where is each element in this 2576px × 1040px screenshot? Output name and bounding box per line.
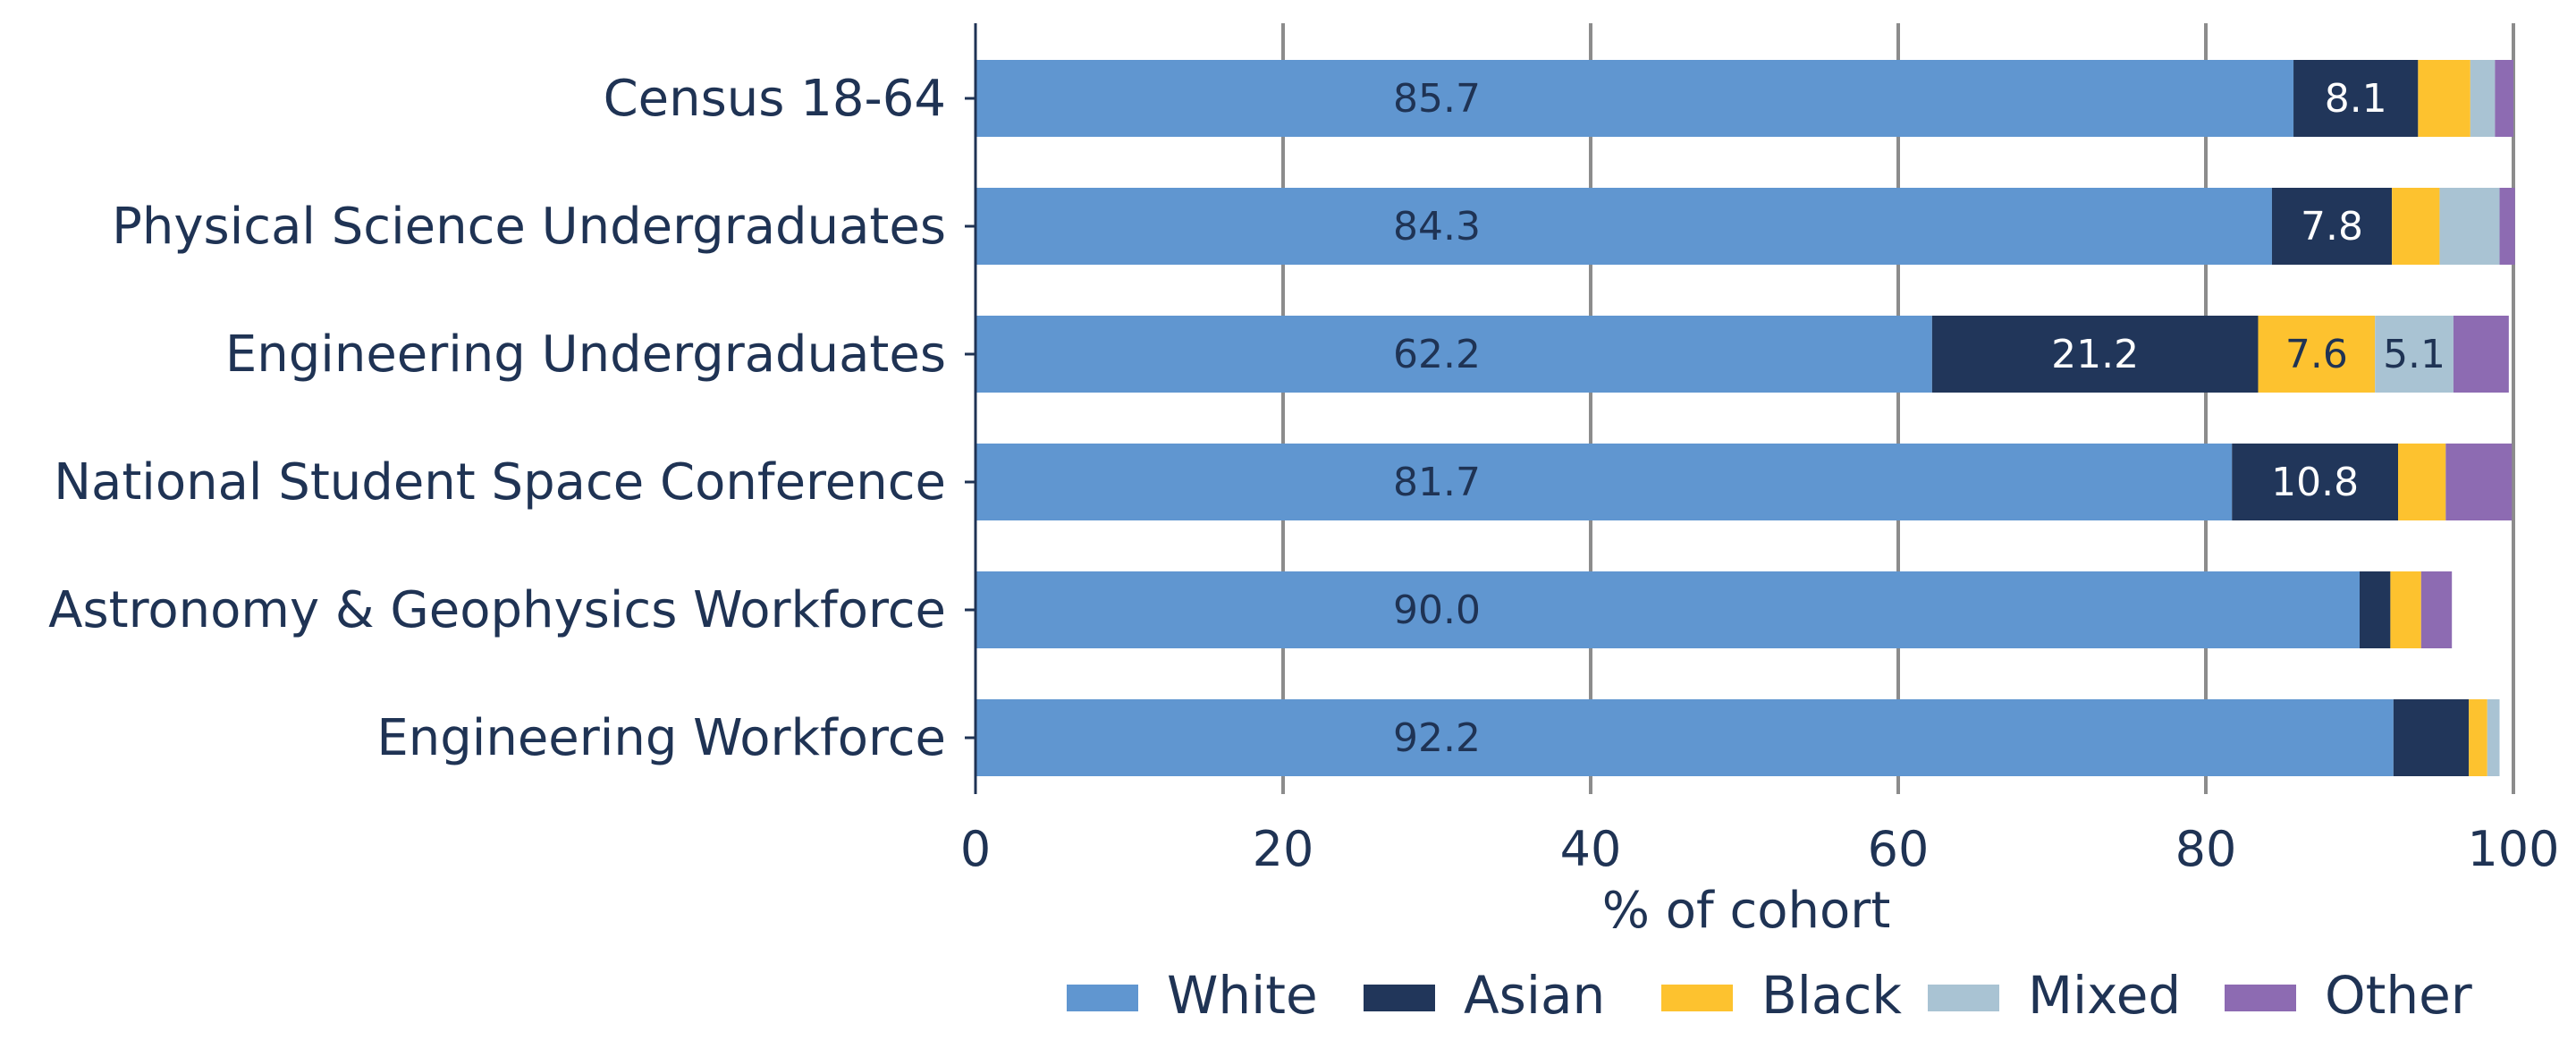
- category-label: Engineering Undergraduates: [225, 326, 946, 384]
- data-label: 90.0: [1393, 588, 1481, 633]
- category-label: Engineering Workforce: [376, 709, 946, 767]
- data-label: 8.1: [2325, 76, 2387, 122]
- bar-segment-other: [2453, 316, 2509, 393]
- bar-segment-black: [2392, 188, 2440, 265]
- bar-segment-other: [2495, 60, 2513, 137]
- legend-label: Black: [1761, 965, 1902, 1026]
- legend-swatch-black: [1661, 985, 1733, 1011]
- category-label: National Student Space Conference: [54, 453, 946, 512]
- x-tick-label: 60: [1868, 821, 1930, 877]
- bar-segment-black: [2258, 316, 2376, 393]
- bar-segment-other: [2499, 188, 2515, 265]
- legend-label: Asian: [1464, 965, 1605, 1026]
- bar-segment-other: [2445, 444, 2513, 520]
- legend-swatch-white: [1067, 985, 1138, 1011]
- category-label: Physical Science Undergraduates: [112, 198, 946, 256]
- data-label: 10.8: [2271, 460, 2359, 505]
- bar-segment-asian: [2393, 699, 2470, 776]
- category-label: Astronomy & Geophysics Workforce: [48, 581, 946, 639]
- bar-segment-mixed: [2487, 699, 2500, 776]
- legend: White Asian Black Mixed Other: [1067, 965, 2472, 1026]
- legend-swatch-asian: [1364, 985, 1435, 1011]
- bar-segment-black: [2469, 699, 2487, 776]
- x-tick-label: 0: [960, 821, 991, 877]
- data-label: 7.8: [2301, 204, 2363, 249]
- data-label: 84.3: [1393, 204, 1481, 249]
- x-tick-label: 100: [2467, 821, 2559, 877]
- x-axis-title: % of cohort: [1602, 882, 1891, 940]
- bar-segment-black: [2418, 60, 2470, 137]
- bar-segment-other: [2420, 571, 2453, 648]
- category-label: Census 18-64: [604, 70, 946, 128]
- grid-lines: [1281, 23, 2515, 794]
- category-labels: Census 18-64 Physical Science Undergradua…: [48, 70, 946, 767]
- legend-label: White: [1167, 965, 1318, 1026]
- bar-segment-white: [976, 316, 1932, 393]
- data-label: 62.2: [1393, 332, 1481, 377]
- bar-segment-black: [2398, 444, 2446, 520]
- bar-segment-mixed: [2470, 60, 2496, 137]
- data-label: 92.2: [1393, 715, 1481, 761]
- bar-segment-asian: [2271, 188, 2393, 265]
- legend-label: Mixed: [2028, 965, 2181, 1026]
- bar-segment-asian: [1931, 316, 2259, 393]
- bars: 85.7 84.3 62.2 81.7 90.0 92.2 8.1 7.8 21.2 10.8 7.…: [976, 60, 2515, 776]
- axes: 0 20 40 60 80 100: [960, 23, 2560, 877]
- bar-segment-white: [976, 444, 2233, 520]
- data-label: 5.1: [2383, 332, 2445, 377]
- x-tick-label: 40: [1560, 821, 1622, 877]
- bar-segment-asian: [2232, 444, 2398, 520]
- data-label: 21.2: [2051, 332, 2139, 377]
- bar-segment-black: [2390, 571, 2421, 648]
- data-label: 7.6: [2285, 332, 2348, 377]
- data-label: 85.7: [1393, 76, 1481, 122]
- bar-segment-asian: [2360, 571, 2391, 648]
- bar-segment-white: [976, 60, 2294, 137]
- x-tick-label: 20: [1253, 821, 1314, 877]
- bar-segment-mixed: [2439, 188, 2500, 265]
- legend-label: Other: [2325, 965, 2472, 1026]
- legend-swatch-mixed: [1928, 985, 1999, 1011]
- bar-segment-white: [976, 188, 2272, 265]
- bar-segment-white: [976, 699, 2394, 776]
- x-tick-label: 80: [2175, 821, 2237, 877]
- bar-segment-mixed: [2375, 316, 2454, 393]
- bar-segment-white: [976, 571, 2360, 648]
- legend-swatch-other: [2225, 985, 2296, 1011]
- bar-segment-asian: [2293, 60, 2419, 137]
- data-label: 81.7: [1393, 460, 1481, 505]
